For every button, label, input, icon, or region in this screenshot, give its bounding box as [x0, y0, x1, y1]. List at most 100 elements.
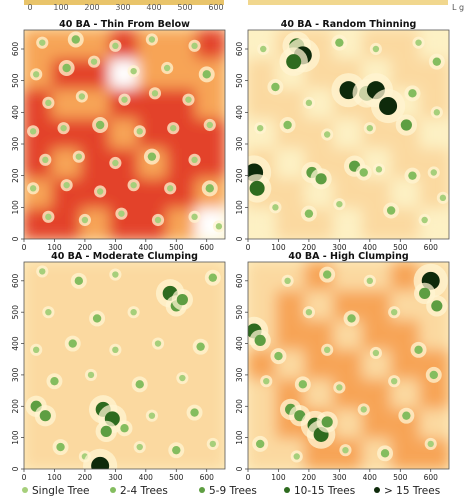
y-tick-label: 300 — [235, 137, 244, 152]
tree-clump-point — [321, 416, 333, 428]
legend-item: Single Tree — [22, 485, 90, 497]
chart-panel: 40 BA - Random Thinning 0 100 200 300 400 500 6… — [235, 18, 450, 252]
tree-clump-point — [45, 99, 52, 107]
tree-clump-point — [249, 180, 265, 196]
x-tick-label: 400 — [363, 473, 378, 482]
tree-clump-point — [215, 223, 223, 230]
tree-clump-point — [135, 380, 144, 389]
x-tick-label: 200 — [302, 473, 317, 482]
tree-clump-point — [375, 166, 383, 173]
tree-clump-point — [68, 339, 77, 348]
tree-clump-point — [112, 159, 119, 167]
heatmap-cell — [333, 349, 364, 382]
x-tick-label: 100 — [47, 473, 62, 482]
tree-clump-point — [185, 96, 192, 103]
tree-clump-point — [191, 213, 198, 221]
tree-clump-point — [170, 124, 177, 132]
heatmap-cell — [390, 438, 422, 469]
y-tick-label: 400 — [235, 336, 244, 351]
heatmap-cell — [275, 88, 307, 121]
tree-clump-point — [336, 200, 343, 208]
y-tick-label: 200 — [235, 399, 244, 414]
x-tick-label: 500 — [169, 473, 184, 482]
tree-clump-point — [336, 384, 343, 391]
tree-clump-point — [408, 171, 417, 180]
x-tick-label: 600 — [424, 473, 439, 482]
y-tick-label: 0 — [235, 466, 244, 471]
top-fragment-strip — [248, 0, 448, 5]
tree-clump-point — [179, 374, 186, 382]
tree-clump-point — [263, 377, 270, 385]
y-tick-label: 200 — [11, 168, 20, 183]
tree-clump-point — [74, 276, 84, 286]
tree-clump-point — [379, 97, 398, 115]
tree-clump-point — [39, 268, 46, 275]
x-tick-label: 400 — [363, 243, 378, 252]
tree-clump-point — [380, 449, 390, 458]
y-tick-label: 200 — [11, 399, 20, 414]
heatmap-cell — [195, 148, 225, 181]
tree-clump-point — [414, 345, 423, 355]
plot-frame — [247, 29, 450, 240]
tree-clump-point — [118, 210, 125, 217]
tree-clump-point — [148, 412, 156, 419]
legend-marker — [199, 487, 205, 493]
tree-clump-point — [56, 442, 65, 452]
y-tick-label: 100 — [235, 430, 244, 445]
tree-clump-point — [92, 314, 102, 323]
plot-frame — [247, 261, 450, 470]
tree-clump-point — [433, 109, 441, 116]
tree-clump-point — [284, 277, 291, 285]
y-tick-label: 100 — [11, 200, 20, 215]
heatmap-cell — [51, 208, 83, 239]
tree-clump-point — [254, 334, 266, 347]
tree-clump-point — [260, 45, 267, 53]
tree-clump-point — [323, 131, 331, 138]
top-fragment-tick: 600 — [208, 3, 223, 12]
tree-clump-point — [208, 273, 218, 282]
x-tick-label: 0 — [22, 473, 27, 482]
tree-clump-point — [274, 351, 283, 361]
x-tick-label: 500 — [169, 243, 184, 252]
heatmap-cell — [166, 320, 198, 352]
legend-item: 10-15 Trees — [284, 485, 355, 497]
panels: 40 BA - Thin From Below 0 100 200 300 400 500 6… — [11, 18, 450, 482]
tree-clump-point — [360, 406, 367, 413]
y-tick-label: 400 — [11, 336, 20, 351]
legend-item: 5-9 Trees — [199, 485, 257, 497]
y-tick-label: 600 — [235, 273, 244, 288]
heatmap-cell — [51, 408, 83, 441]
tree-clump-point — [191, 42, 198, 50]
y-tick-label: 100 — [235, 200, 244, 215]
tree-clump-point — [32, 346, 40, 354]
tree-clump-point — [60, 124, 67, 132]
tree-clump-point — [206, 121, 213, 129]
tree-clump-point — [272, 204, 279, 211]
x-tick-label: 300 — [332, 473, 347, 482]
y-tick-label: 300 — [11, 137, 20, 152]
tree-clump-point — [400, 119, 412, 131]
tree-clump-point — [390, 308, 398, 316]
tree-clump-point — [286, 54, 302, 70]
heatmap-cell — [24, 118, 54, 151]
tree-clump-point — [271, 82, 280, 92]
tree-clump-point — [29, 185, 37, 192]
tree-clump-point — [112, 42, 119, 50]
tree-clump-point — [415, 39, 422, 46]
x-tick-label: 0 — [22, 243, 27, 252]
tree-clump-point — [112, 271, 119, 278]
heatmap-field — [24, 262, 225, 469]
y-tick-label: 500 — [235, 305, 244, 320]
chart-panel: 40 BA - Thin From Below 0 100 200 300 400 500 6… — [11, 18, 226, 252]
tree-clump-point — [130, 308, 137, 316]
plot-area — [248, 262, 449, 469]
tree-clump-point — [32, 71, 40, 78]
y-tick-label: 500 — [11, 73, 20, 88]
y-tick-label: 500 — [235, 73, 244, 88]
tree-clump-point — [315, 173, 327, 185]
tree-clump-point — [342, 446, 349, 454]
tree-clump-point — [136, 128, 143, 135]
top-fragment: 0 100 200 300 400 500 600 L g — [24, 0, 464, 12]
x-tick-label: 300 — [332, 243, 347, 252]
